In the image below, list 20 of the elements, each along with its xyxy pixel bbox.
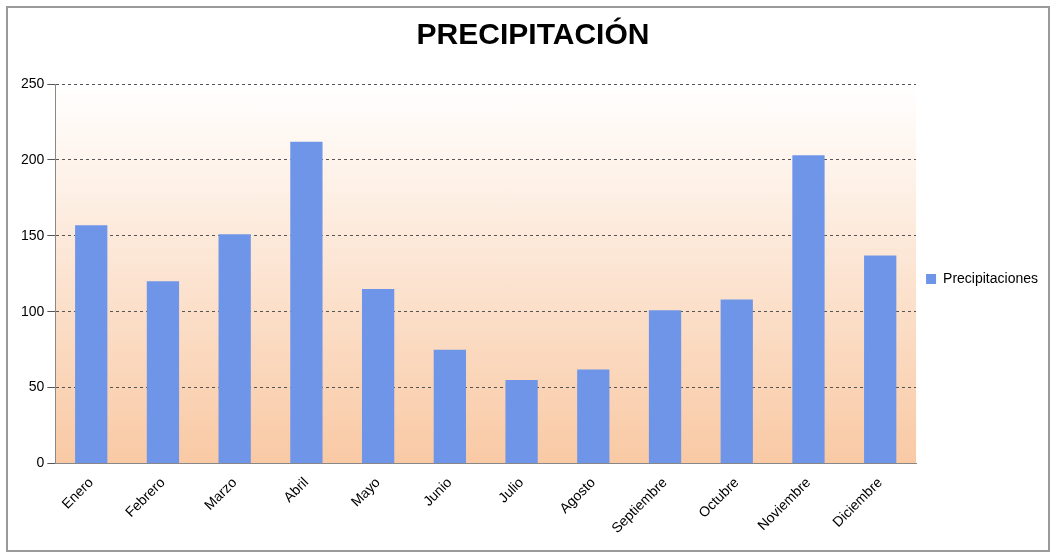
bar [361, 288, 395, 463]
bar [792, 155, 825, 463]
y-tick-label: 250 [21, 74, 45, 91]
y-tick-label: 100 [21, 302, 45, 319]
bar [648, 310, 682, 463]
y-tick-label: 50 [28, 378, 45, 395]
bar [290, 141, 323, 463]
bar [75, 225, 108, 463]
y-tick-label: 200 [21, 150, 45, 167]
bar [146, 281, 180, 463]
bar [218, 234, 251, 463]
legend-label: Precipitaciones [943, 269, 1038, 286]
y-tick-label: 0 [36, 454, 45, 471]
bar [505, 380, 538, 463]
chart-title: PRECIPITACIÓN [416, 17, 650, 51]
bar [864, 255, 897, 463]
bar [433, 349, 466, 463]
y-tick-label: 150 [21, 226, 45, 243]
bar [720, 299, 753, 463]
bar [577, 369, 610, 463]
